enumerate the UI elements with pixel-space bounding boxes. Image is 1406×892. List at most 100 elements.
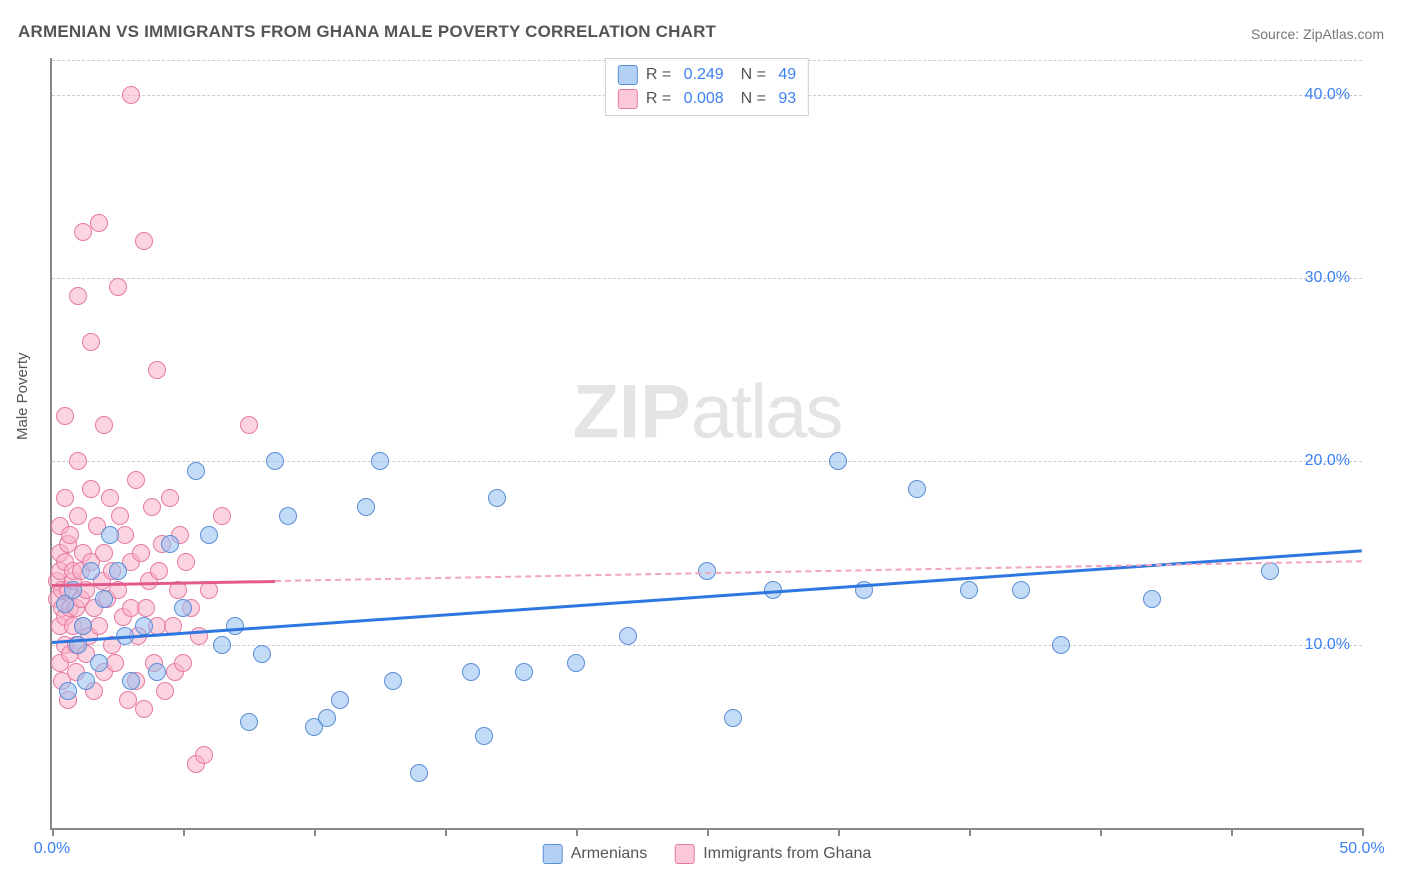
ghana-point [111, 507, 129, 525]
armenians-point [619, 627, 637, 645]
ghana-point [156, 682, 174, 700]
ghana-point [56, 407, 74, 425]
armenians-point [122, 672, 140, 690]
y-tick-label: 30.0% [1305, 269, 1350, 287]
gridline [52, 278, 1362, 279]
ghana-point [61, 526, 79, 544]
armenians-point [161, 535, 179, 553]
y-tick-label: 10.0% [1305, 636, 1350, 654]
correlation-legend: R = 0.249 N = 49 R = 0.008 N = 93 [605, 58, 809, 116]
ghana-point [69, 287, 87, 305]
legend-row-armenians: R = 0.249 N = 49 [618, 63, 796, 87]
x-tick [183, 828, 185, 836]
x-tick [969, 828, 971, 836]
armenians-point [1261, 562, 1279, 580]
legend-item-armenians: Armenians [543, 844, 647, 864]
armenians-point [187, 462, 205, 480]
gridline [52, 461, 1362, 462]
watermark: ZIPatlas [573, 369, 842, 456]
armenians-point [226, 617, 244, 635]
ghana-point [56, 489, 74, 507]
ghana-point [109, 278, 127, 296]
armenians-point [462, 663, 480, 681]
ghana-point [240, 416, 258, 434]
ghana-point [127, 471, 145, 489]
ghana-point [95, 544, 113, 562]
armenians-point [266, 452, 284, 470]
ghana-point [174, 654, 192, 672]
armenians-point [77, 672, 95, 690]
ghana-point [82, 333, 100, 351]
armenians-point [200, 526, 218, 544]
armenians-point [213, 636, 231, 654]
ghana-point [177, 553, 195, 571]
ghana-point [69, 452, 87, 470]
armenians-point [357, 498, 375, 516]
ghana-point [190, 627, 208, 645]
armenians-point [109, 562, 127, 580]
x-tick [576, 828, 578, 836]
armenians-point [1012, 581, 1030, 599]
armenians-point [90, 654, 108, 672]
armenians-point [829, 452, 847, 470]
ghana-point [137, 599, 155, 617]
armenians-point [960, 581, 978, 599]
armenians-point [488, 489, 506, 507]
ghana-point [122, 86, 140, 104]
ghana-point [143, 498, 161, 516]
ghana-point [148, 361, 166, 379]
y-tick-label: 40.0% [1305, 86, 1350, 104]
x-tick [838, 828, 840, 836]
armenians-point [95, 590, 113, 608]
armenians-point [318, 709, 336, 727]
armenians-point [475, 727, 493, 745]
y-axis-label: Male Poverty [14, 352, 31, 440]
armenians-point [240, 713, 258, 731]
x-tick-label: 0.0% [34, 840, 70, 858]
armenians-point [74, 617, 92, 635]
ghana-point [95, 416, 113, 434]
ghana-point [161, 489, 179, 507]
legend-row-ghana: R = 0.008 N = 93 [618, 87, 796, 111]
ghana-trendline-dash [275, 560, 1362, 582]
armenians-point [410, 764, 428, 782]
armenians-point [279, 507, 297, 525]
x-tick [1100, 828, 1102, 836]
armenians-point [174, 599, 192, 617]
chart-title: ARMENIAN VS IMMIGRANTS FROM GHANA MALE P… [18, 22, 716, 42]
x-tick-label: 50.0% [1339, 840, 1384, 858]
x-tick [1231, 828, 1233, 836]
ghana-point [135, 700, 153, 718]
armenians-point [908, 480, 926, 498]
ghana-point [82, 480, 100, 498]
ghana-point [150, 562, 168, 580]
gridline [52, 645, 1362, 646]
armenians-point [101, 526, 119, 544]
x-tick [1362, 828, 1364, 836]
ghana-point [132, 544, 150, 562]
ghana-point [69, 507, 87, 525]
ghana-point [90, 617, 108, 635]
ghana-point [135, 232, 153, 250]
swatch-blue [543, 844, 563, 864]
ghana-point [90, 214, 108, 232]
armenians-point [253, 645, 271, 663]
armenians-point [1052, 636, 1070, 654]
series-legend: Armenians Immigrants from Ghana [543, 844, 872, 864]
armenians-point [371, 452, 389, 470]
x-tick [707, 828, 709, 836]
x-tick [314, 828, 316, 836]
x-tick [445, 828, 447, 836]
armenians-point [384, 672, 402, 690]
ghana-point [116, 526, 134, 544]
ghana-point [101, 489, 119, 507]
armenians-point [724, 709, 742, 727]
ghana-point [213, 507, 231, 525]
swatch-blue [618, 65, 638, 85]
armenians-point [82, 562, 100, 580]
armenians-point [515, 663, 533, 681]
armenians-point [59, 682, 77, 700]
armenians-point [148, 663, 166, 681]
source-attribution: Source: ZipAtlas.com [1251, 26, 1384, 42]
armenians-point [567, 654, 585, 672]
